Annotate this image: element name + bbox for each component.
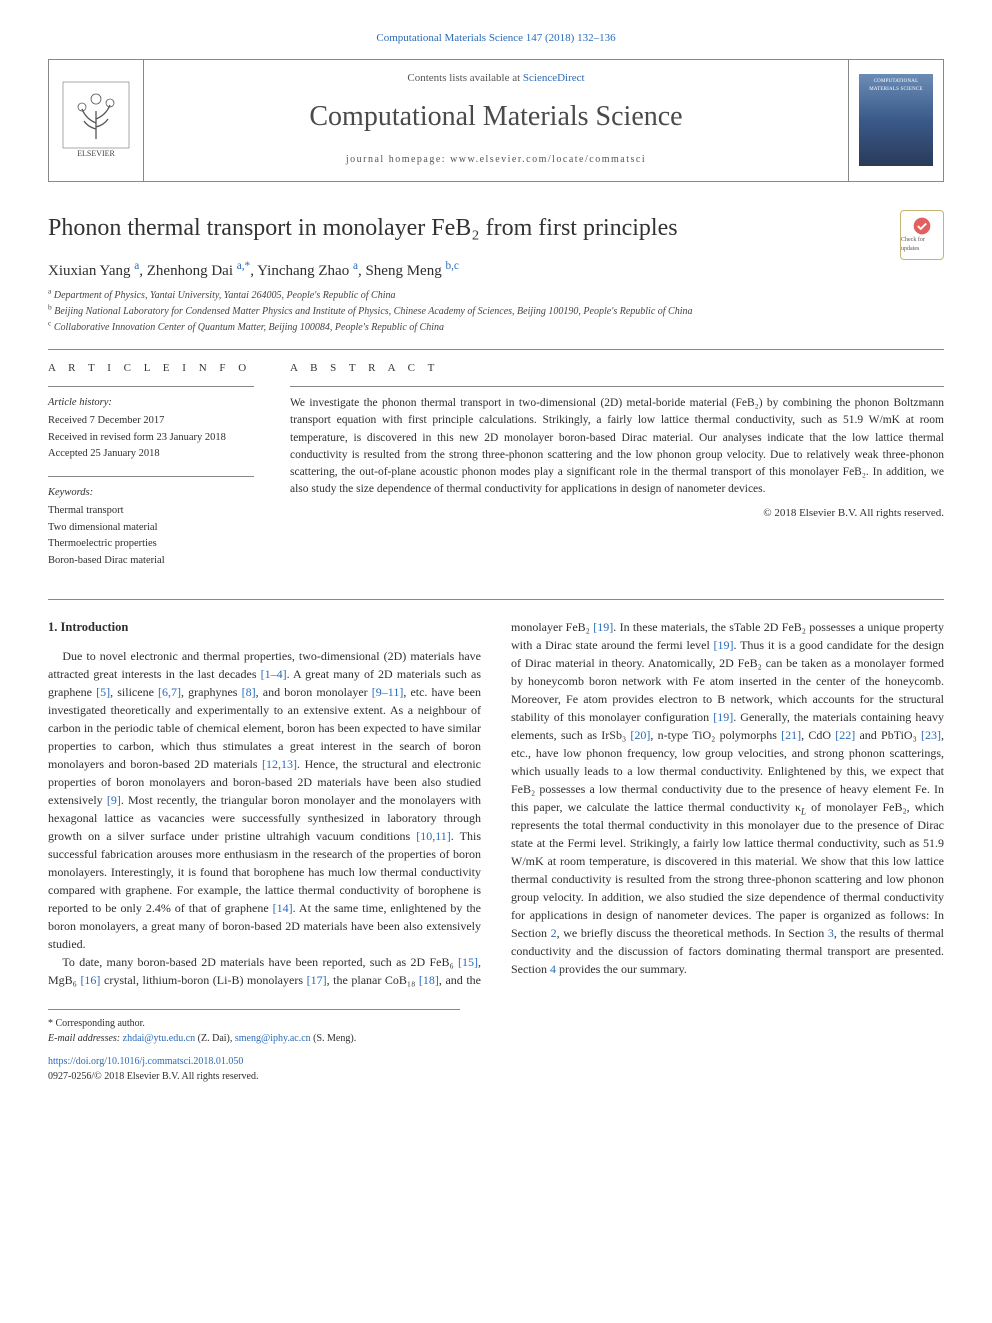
- citation-link[interactable]: [16]: [80, 973, 100, 987]
- journal-homepage: journal homepage: www.elsevier.com/locat…: [144, 152, 848, 167]
- keyword: Boron-based Dirac material: [48, 553, 254, 569]
- journal-cover-cell: [849, 60, 943, 182]
- affiliation: c Collaborative Innovation Center of Qua…: [48, 321, 944, 335]
- article-title: Phonon thermal transport in monolayer Fe…: [48, 210, 678, 246]
- author: Xiuxian Yang a: [48, 263, 139, 279]
- crossmark-label: Check for updates: [901, 236, 943, 254]
- citation-link[interactable]: [18]: [419, 973, 439, 987]
- affiliation: b Beijing National Laboratory for Conden…: [48, 305, 944, 319]
- contents-lists-line: Contents lists available at ScienceDirec…: [144, 70, 848, 87]
- citation-link[interactable]: [9–11]: [372, 685, 404, 699]
- body-paragraph: Due to novel electronic and thermal prop…: [48, 647, 481, 953]
- section-heading-intro: 1. Introduction: [48, 618, 481, 637]
- citation-link[interactable]: [10,11]: [416, 829, 451, 843]
- abstract-label: A B S T R A C T: [290, 360, 944, 377]
- body-columns: 1. Introduction Due to novel electronic …: [48, 618, 944, 989]
- citation-header: Computational Materials Science 147 (201…: [48, 30, 944, 47]
- author-list: Xiuxian Yang a, Zhenhong Dai a,*, Yincha…: [48, 260, 944, 283]
- citation-link[interactable]: [20]: [630, 728, 650, 742]
- divider: [290, 386, 944, 387]
- crossmark-icon: [912, 216, 932, 236]
- citation-link[interactable]: [12,13]: [262, 757, 297, 771]
- affiliation-link[interactable]: a,*: [237, 260, 250, 272]
- keywords-label: Keywords:: [48, 485, 254, 501]
- citation-link[interactable]: [6,7]: [158, 685, 181, 699]
- svg-text:ELSEVIER: ELSEVIER: [77, 149, 115, 158]
- affiliation-link[interactable]: b,c: [445, 260, 458, 272]
- divider: [48, 349, 944, 350]
- keyword: Thermoelectric properties: [48, 536, 254, 552]
- citation-link[interactable]: [8]: [242, 685, 256, 699]
- crossmark-badge[interactable]: Check for updates: [900, 210, 944, 260]
- corresponding-author-footnote: * Corresponding author. E-mail addresses…: [48, 1009, 460, 1046]
- citation-link[interactable]: [9]: [107, 793, 121, 807]
- author: Sheng Meng b,c: [365, 263, 458, 279]
- issn-copyright: 0927-0256/© 2018 Elsevier B.V. All right…: [48, 1069, 944, 1084]
- history-line: Received in revised form 23 January 2018: [48, 430, 254, 446]
- citation-link[interactable]: [19]: [593, 620, 613, 634]
- history-line: Accepted 25 January 2018: [48, 446, 254, 462]
- citation-link[interactable]: [23]: [921, 728, 941, 742]
- citation-link[interactable]: [19]: [714, 638, 734, 652]
- affiliation-link[interactable]: a: [353, 260, 358, 272]
- copyright-line: © 2018 Elsevier B.V. All rights reserved…: [290, 505, 944, 522]
- doi-link[interactable]: https://doi.org/10.1016/j.commatsci.2018…: [48, 1056, 243, 1067]
- divider: [48, 599, 944, 600]
- footnote-star: * Corresponding author.: [48, 1016, 460, 1031]
- citation-link[interactable]: [17]: [307, 973, 327, 987]
- history-line: Received 7 December 2017: [48, 413, 254, 429]
- sciencedirect-link[interactable]: ScienceDirect: [523, 72, 585, 84]
- author: Yinchang Zhao a: [257, 263, 358, 279]
- citation-link[interactable]: [21]: [781, 728, 801, 742]
- doi-block: https://doi.org/10.1016/j.commatsci.2018…: [48, 1054, 944, 1084]
- footnote-emails: E-mail addresses: zhdai@ytu.edu.cn (Z. D…: [48, 1031, 460, 1046]
- journal-name: Computational Materials Science: [144, 96, 848, 138]
- citation-link[interactable]: [5]: [96, 685, 110, 699]
- citation-link[interactable]: [1–4]: [261, 667, 287, 681]
- article-info-label: A R T I C L E I N F O: [48, 360, 254, 377]
- email-link[interactable]: smeng@iphy.ac.cn: [235, 1033, 311, 1044]
- affiliation-link[interactable]: a: [134, 260, 139, 272]
- citation-link[interactable]: [22]: [835, 728, 855, 742]
- keyword: Two dimensional material: [48, 520, 254, 536]
- citation-link[interactable]: [15]: [458, 955, 478, 969]
- article-history: Article history: Received 7 December 201…: [48, 386, 254, 462]
- header-center: Contents lists available at ScienceDirec…: [143, 60, 849, 182]
- journal-header: ELSEVIER Contents lists available at Sci…: [48, 59, 944, 183]
- history-label: Article history:: [48, 395, 254, 411]
- affiliation: a Department of Physics, Yantai Universi…: [48, 289, 944, 303]
- citation-link[interactable]: [14]: [273, 901, 293, 915]
- keywords-block: Keywords: Thermal transportTwo dimension…: [48, 476, 254, 569]
- article-info-column: A R T I C L E I N F O Article history: R…: [48, 360, 254, 583]
- abstract-text: We investigate the phonon thermal transp…: [290, 395, 944, 499]
- keyword: Thermal transport: [48, 503, 254, 519]
- publisher-logo-cell: ELSEVIER: [49, 60, 143, 182]
- journal-cover-thumbnail: [859, 74, 933, 166]
- elsevier-tree-logo: ELSEVIER: [62, 81, 130, 159]
- citation-link[interactable]: [19]: [713, 710, 733, 724]
- abstract-column: A B S T R A C T We investigate the phono…: [290, 360, 944, 583]
- email-link[interactable]: zhdai@ytu.edu.cn: [123, 1033, 196, 1044]
- author: Zhenhong Dai a,*: [147, 263, 250, 279]
